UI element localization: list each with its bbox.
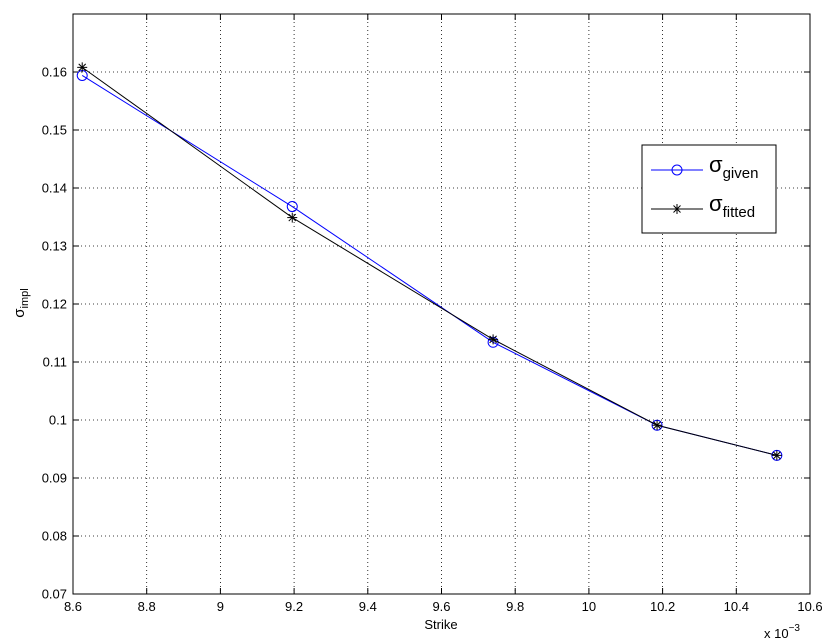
- y-axis-label-symbol: σ: [11, 308, 28, 318]
- y-tick-label: 0.15: [42, 123, 67, 138]
- legend-marker-fitted: [672, 204, 682, 214]
- plot-frame: [72, 13, 811, 595]
- x-tick-label: 9.8: [506, 599, 524, 614]
- series-fitted-point: [652, 420, 663, 431]
- y-tick-label: 0.16: [42, 65, 67, 80]
- x-multiplier-base: x 10: [764, 626, 789, 640]
- y-tick-label: 0.07: [42, 587, 67, 602]
- legend-label-given-symbol: σ: [709, 152, 723, 177]
- x-tick-label: 9.4: [359, 599, 377, 614]
- x-tick-label: 10: [582, 599, 596, 614]
- x-multiplier-exponent: −3: [789, 623, 801, 634]
- x-tick-label: 9.6: [432, 599, 450, 614]
- legend-label-fitted-symbol: σ: [709, 191, 723, 216]
- legend: σgiven σfitted: [641, 144, 777, 234]
- y-tick-label: 0.1: [49, 413, 67, 428]
- y-axis-label: σimpl: [11, 288, 31, 317]
- legend-box: [641, 144, 777, 234]
- legend-marker-given: [671, 164, 683, 176]
- series-fitted-point: [287, 212, 298, 223]
- y-tick-label: 0.08: [42, 529, 67, 544]
- legend-label-fitted: σfitted: [709, 191, 755, 221]
- series-fitted-point: [771, 450, 782, 461]
- x-tick-label: 10.4: [724, 599, 749, 614]
- x-tick-label: 8.6: [64, 599, 82, 614]
- x-axis-label: Strike: [424, 617, 457, 632]
- series-layer: [76, 62, 783, 461]
- legend-label-given: σgiven: [709, 152, 758, 182]
- legend-label-given-subscript: given: [723, 165, 759, 182]
- y-tick-label: 0.11: [43, 355, 67, 370]
- x-tick-label: 8.8: [138, 599, 156, 614]
- x-tick-label: 10.6: [797, 599, 822, 614]
- x-tick-label: 9: [217, 599, 224, 614]
- series-fitted-point: [488, 334, 499, 345]
- y-tick-label: 0.14: [42, 181, 67, 196]
- series-given-point: [286, 201, 298, 213]
- legend-label-fitted-subscript: fitted: [723, 204, 756, 221]
- y-tick-label: 0.13: [42, 239, 67, 254]
- ticks: 8.6 8.8 9 9.2 9.4 9.6 9.8 10 10.2 10.4 10.6 0.07 0.0…: [42, 14, 823, 614]
- y-tick-label: 0.12: [42, 297, 67, 312]
- x-tick-label: 10.2: [650, 599, 675, 614]
- y-tick-label: 0.09: [42, 471, 67, 486]
- series-fitted-point: [77, 62, 88, 73]
- y-axis-label-subscript: impl: [19, 288, 31, 308]
- x-tick-label: 9.2: [285, 599, 303, 614]
- x-multiplier: x 10−3: [764, 623, 800, 640]
